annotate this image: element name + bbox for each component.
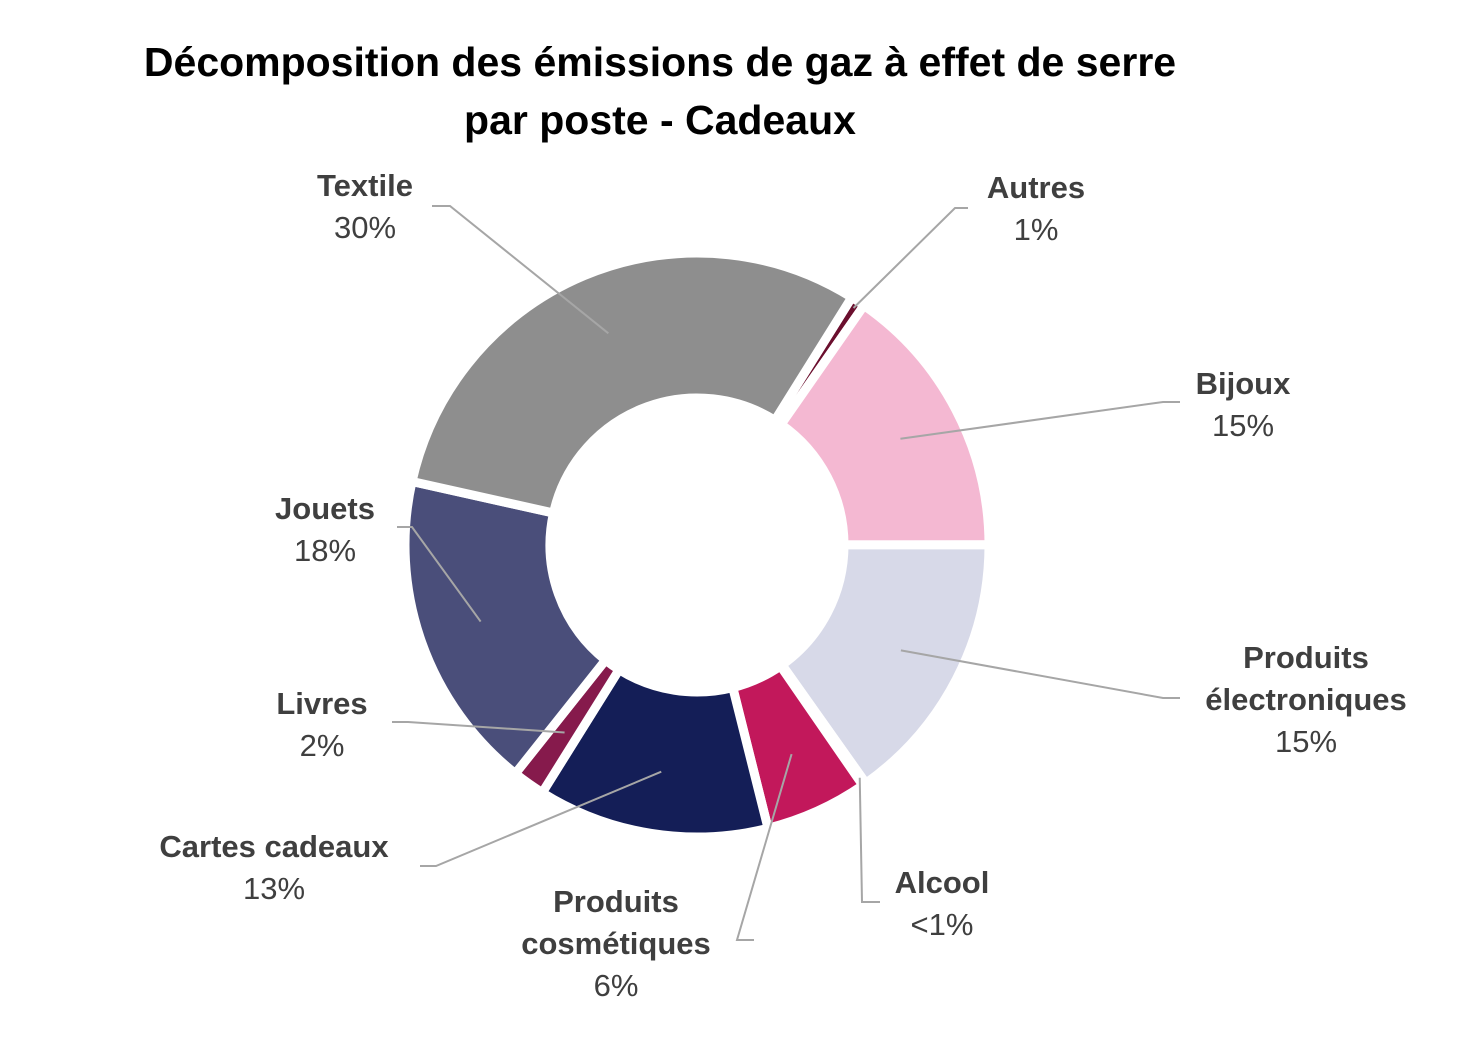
label-name-alcool: Alcool <box>895 865 990 900</box>
label-value-autres: 1% <box>1014 212 1059 247</box>
label-value-textile: 30% <box>334 210 396 245</box>
chart-title-line-2: par poste - Cadeaux <box>464 97 856 143</box>
leader-line-alcool <box>858 777 880 903</box>
label-value-jouets: 18% <box>294 533 356 568</box>
data-labels: Autres 1% Bijoux 15% Produits électroniques 15… <box>159 168 1406 1003</box>
leader-line-jouets <box>397 526 482 623</box>
label-name-produits-cosmetiques-2: cosmétiques <box>521 926 711 961</box>
label-value-cartes-cadeaux: 13% <box>243 871 305 906</box>
label-name-produits-electroniques-2: électroniques <box>1205 682 1407 717</box>
donut-slices <box>400 248 994 842</box>
label-value-alcool: <1% <box>911 907 974 942</box>
label-name-cartes-cadeaux: Cartes cadeaux <box>159 829 389 864</box>
label-value-bijoux: 15% <box>1212 408 1274 443</box>
slice-jouets <box>400 476 612 780</box>
slice-textile <box>406 248 858 519</box>
slice-cartes-cadeaux <box>536 663 774 842</box>
label-name-produits-cosmetiques-1: Produits <box>553 884 679 919</box>
label-name-produits-electroniques-1: Produits <box>1243 640 1369 675</box>
slice-produits-electroniques <box>775 540 994 790</box>
leader-line-produits-electroniques <box>900 649 1180 699</box>
label-name-textile: Textile <box>317 168 413 203</box>
chart-title-line-1: Décomposition des émissions de gaz à eff… <box>144 39 1176 85</box>
leader-lines <box>392 205 1180 941</box>
slice-bijoux <box>774 299 994 550</box>
leader-line-livres <box>392 721 565 734</box>
label-value-livres: 2% <box>300 728 345 763</box>
leader-line-cartes-cadeaux <box>420 770 662 867</box>
leader-line-produits-cosmetiques <box>735 753 793 941</box>
label-value-produits-cosmetiques: 6% <box>594 968 639 1003</box>
leader-line-bijoux <box>900 401 1180 440</box>
leader-line-autres <box>852 207 968 309</box>
label-name-jouets: Jouets <box>275 491 375 526</box>
label-name-bijoux: Bijoux <box>1196 366 1291 401</box>
label-name-autres: Autres <box>987 170 1085 205</box>
label-value-produits-electroniques: 15% <box>1275 724 1337 759</box>
label-name-livres: Livres <box>276 686 367 721</box>
leader-line-textile <box>432 205 609 335</box>
